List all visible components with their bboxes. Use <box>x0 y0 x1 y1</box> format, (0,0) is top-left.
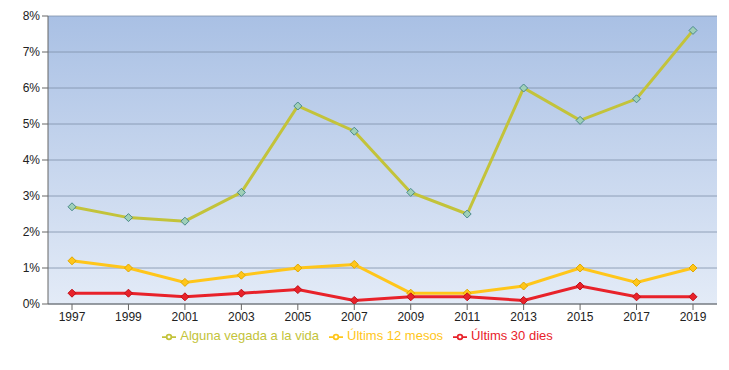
svg-text:2%: 2% <box>23 225 41 239</box>
svg-text:2019: 2019 <box>680 310 707 324</box>
svg-text:2013: 2013 <box>510 310 537 324</box>
svg-text:2015: 2015 <box>567 310 594 324</box>
svg-text:6%: 6% <box>23 81 41 95</box>
svg-text:2011: 2011 <box>454 310 480 324</box>
svg-text:2005: 2005 <box>284 310 311 324</box>
svg-text:3%: 3% <box>23 189 41 203</box>
svg-text:1%: 1% <box>23 261 41 275</box>
svg-text:7%: 7% <box>23 45 41 59</box>
svg-text:2017: 2017 <box>623 310 650 324</box>
svg-text:2009: 2009 <box>397 310 424 324</box>
svg-text:2007: 2007 <box>341 310 368 324</box>
svg-text:5%: 5% <box>23 117 41 131</box>
svg-text:2001: 2001 <box>172 310 199 324</box>
svg-text:1999: 1999 <box>115 310 142 324</box>
html-text:Últims 12 mesos: Últims 12 mesos <box>347 328 444 343</box>
svg-text:0%: 0% <box>23 297 41 311</box>
svg-text:8%: 8% <box>23 9 41 23</box>
html-text:Alguna vegada a la vida: Alguna vegada a la vida <box>180 328 319 343</box>
svg-text:2003: 2003 <box>228 310 255 324</box>
svg-text:4%: 4% <box>23 153 41 167</box>
html-text:Últims 30 dies: Últims 30 dies <box>471 328 553 343</box>
svg-text:1997: 1997 <box>59 310 86 324</box>
